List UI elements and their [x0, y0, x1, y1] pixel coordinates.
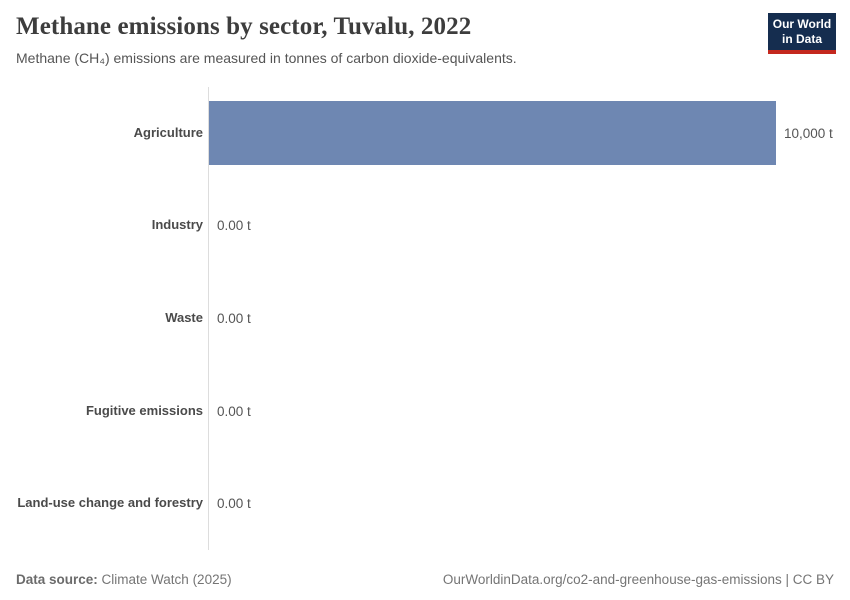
bar-chart: Agriculture 10,000 t Industry 0.00 t Was…: [0, 87, 850, 550]
owid-logo-line1: Our World: [772, 17, 832, 31]
category-label: Agriculture: [133, 124, 203, 140]
plot-cell: 0.00 t: [208, 272, 850, 365]
owid-logo[interactable]: Our World in Data: [768, 13, 836, 54]
bar-agriculture[interactable]: [209, 101, 776, 166]
chart-footer: Data source: Climate Watch (2025) OurWor…: [16, 572, 834, 587]
chart-subtitle: Methane (CH₄) emissions are measured in …: [16, 50, 517, 66]
value-label: 0.00 t: [217, 403, 251, 419]
data-source-label: Data source:: [16, 572, 98, 587]
category-label: Land-use change and forestry: [17, 495, 203, 511]
category-label: Industry: [151, 217, 203, 233]
category-label: Waste: [165, 310, 203, 326]
chart-header: Methane emissions by sector, Tuvalu, 202…: [16, 13, 836, 66]
bar-row-land-use-change-and-forestry: Land-use change and forestry 0.00 t: [0, 457, 850, 550]
data-source-link[interactable]: Climate Watch (2025): [101, 572, 232, 587]
plot-cell: 10,000 t: [208, 87, 850, 180]
bar-row-fugitive-emissions: Fugitive emissions 0.00 t: [0, 364, 850, 458]
credit-link[interactable]: OurWorldinData.org/co2-and-greenhouse-ga…: [442, 572, 834, 587]
bar-row-waste: Waste 0.00 t: [0, 272, 850, 365]
value-label: 0.00 t: [217, 218, 251, 234]
bar-row-agriculture: Agriculture 10,000 t: [0, 87, 850, 180]
value-label: 0.00 t: [217, 310, 251, 326]
data-source: Data source: Climate Watch (2025): [16, 572, 232, 587]
plot-cell: 0.00 t: [208, 364, 850, 458]
value-label: 10,000 t: [784, 125, 833, 141]
header-text: Methane emissions by sector, Tuvalu, 202…: [16, 13, 517, 66]
chart-title: Methane emissions by sector, Tuvalu, 202…: [16, 13, 472, 40]
plot-cell: 0.00 t: [208, 179, 850, 273]
category-label: Fugitive emissions: [85, 402, 203, 418]
owid-logo-line2: in Data: [781, 32, 822, 46]
plot-cell: 0.00 t: [208, 457, 850, 550]
value-label: 0.00 t: [217, 496, 251, 512]
bar-row-industry: Industry 0.00 t: [0, 179, 850, 273]
